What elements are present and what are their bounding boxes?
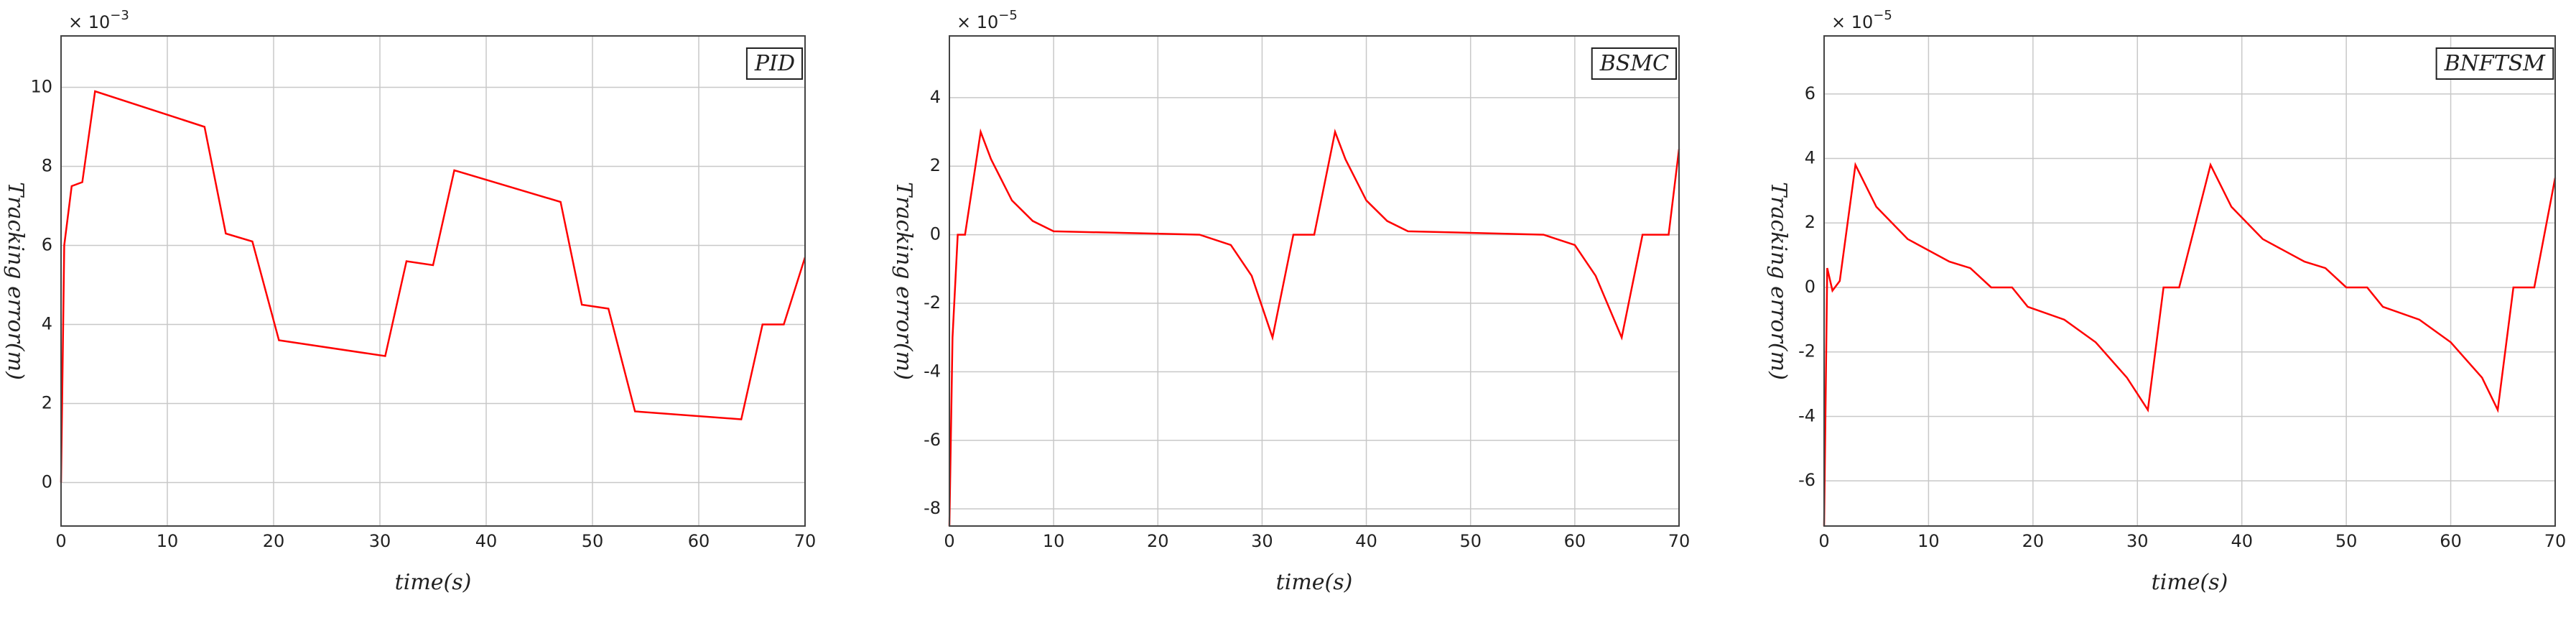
- y-tick-label: 6: [1805, 83, 1815, 103]
- multiplier-base: × 10: [1831, 12, 1873, 32]
- plot-area: [949, 36, 1679, 526]
- x-tick-label: 10: [157, 531, 179, 551]
- y-tick-label: -6: [1798, 470, 1815, 490]
- y-axis-label: Tracking error(m): [3, 182, 28, 380]
- x-tick-label: 30: [2126, 531, 2149, 551]
- title-box: [745, 47, 803, 80]
- x-tick-label: 20: [2022, 531, 2045, 551]
- y-tick-label: 4: [42, 314, 52, 334]
- x-tick-label: 0: [55, 531, 66, 551]
- x-tick-label: 40: [475, 531, 498, 551]
- multiplier-exponent: −5: [998, 8, 1018, 23]
- y-axis-label: Tracking error(m): [891, 182, 916, 380]
- y-tick-label: 0: [930, 224, 941, 244]
- x-tick-label: 30: [369, 531, 391, 551]
- y-tick-label: -6: [924, 430, 941, 450]
- y-tick-label: 2: [1805, 212, 1815, 232]
- chart-title: BNFTSM: [2444, 51, 2547, 76]
- chart-title: PID: [754, 51, 795, 76]
- x-tick-label: 0: [944, 531, 954, 551]
- x-tick-label: 30: [1251, 531, 1273, 551]
- y-axis-label: Tracking error(m): [1766, 182, 1791, 380]
- x-tick-label: 0: [1818, 531, 1829, 551]
- x-tick-label: 70: [2544, 531, 2567, 551]
- plot-area: [61, 36, 805, 526]
- y-tick-label: 4: [930, 87, 941, 107]
- y-tick-label: 4: [1805, 148, 1815, 168]
- multiplier-exponent: −3: [110, 8, 129, 23]
- x-tick-label: 10: [1043, 531, 1065, 551]
- x-tick-label: 70: [1668, 531, 1691, 551]
- x-tick-label: 50: [582, 531, 604, 551]
- axis-multiplier: × 10−5: [957, 8, 1018, 32]
- x-axis-label: time(s): [2152, 570, 2228, 595]
- x-tick-label: 20: [1147, 531, 1169, 551]
- x-axis-label: time(s): [395, 570, 472, 595]
- y-tick-label: 10: [30, 77, 52, 97]
- axis-multiplier: × 10−3: [68, 8, 129, 32]
- y-tick-label: -2: [924, 292, 941, 313]
- multiplier-base: × 10: [957, 12, 998, 32]
- y-tick-label: 6: [42, 235, 52, 255]
- y-tick-label: -4: [924, 361, 941, 381]
- x-tick-label: 60: [1564, 531, 1586, 551]
- x-tick-label: 20: [263, 531, 285, 551]
- data-line: [1823, 162, 2557, 527]
- multiplier-exponent: −5: [1873, 8, 1892, 23]
- axes-frame: [1823, 35, 2556, 527]
- y-tick-label: -4: [1798, 405, 1815, 425]
- x-tick-label: 70: [794, 531, 817, 551]
- x-tick-label: 60: [688, 531, 710, 551]
- data-line: [60, 90, 806, 483]
- y-tick-label: 2: [42, 393, 52, 413]
- axes-frame: [60, 35, 806, 527]
- y-tick-label: 2: [930, 155, 941, 175]
- data-line: [948, 128, 1680, 527]
- y-tick-label: -2: [1798, 341, 1815, 361]
- axes-frame: [949, 35, 1680, 527]
- title-box: [1591, 47, 1678, 80]
- chart-title: BSMC: [1599, 51, 1669, 76]
- x-tick-label: 40: [1355, 531, 1377, 551]
- x-tick-label: 40: [2231, 531, 2253, 551]
- x-tick-label: 10: [1917, 531, 1940, 551]
- multiplier-base: × 10: [68, 12, 110, 32]
- x-tick-label: 60: [2440, 531, 2462, 551]
- axis-multiplier: × 10−5: [1831, 8, 1892, 32]
- y-tick-label: 0: [42, 472, 52, 492]
- y-tick-label: -8: [924, 498, 941, 518]
- y-tick-label: 8: [42, 156, 52, 176]
- x-tick-label: 50: [1459, 531, 1482, 551]
- x-tick-label: 50: [2335, 531, 2358, 551]
- x-axis-label: time(s): [1276, 570, 1353, 595]
- y-tick-label: 0: [1805, 277, 1815, 297]
- plot-area: [1824, 36, 2555, 526]
- title-box: [2435, 47, 2554, 80]
